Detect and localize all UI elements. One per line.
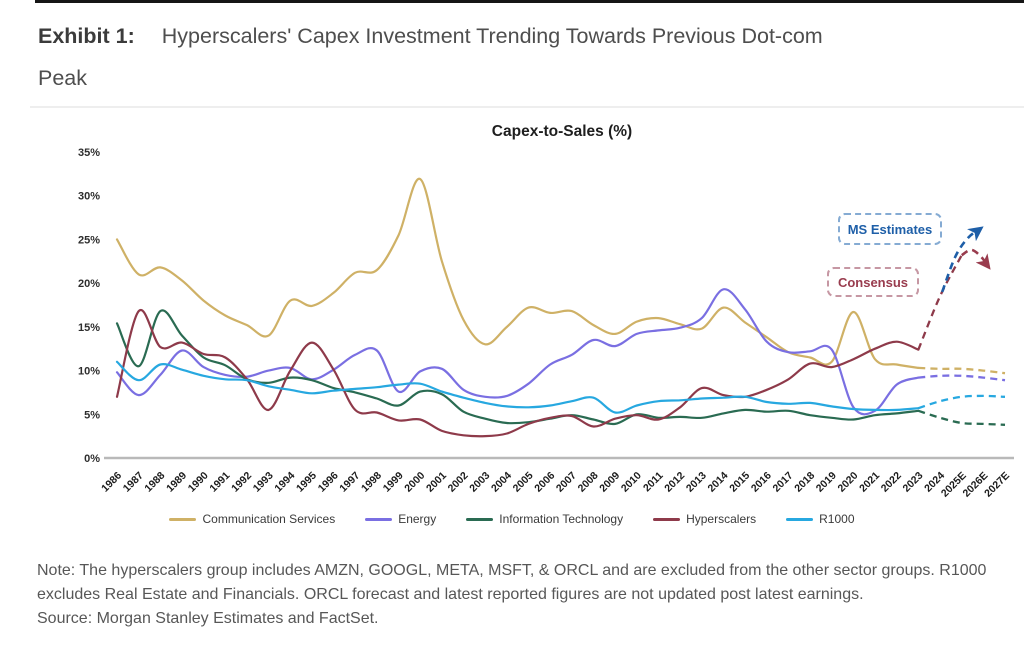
ms-estimates-callout: MS Estimates	[838, 213, 942, 245]
x-tick-label: 1988	[142, 470, 167, 495]
legend-label-information-technology: Information Technology	[499, 512, 624, 526]
y-tick-label: 5%	[84, 409, 100, 421]
exhibit-label: Exhibit 1:	[38, 24, 135, 48]
x-tick-label: 2007	[554, 470, 579, 495]
x-tick-label: 2018	[792, 470, 817, 495]
consensus-arrow	[960, 248, 991, 270]
x-tick-label: 2009	[597, 470, 622, 495]
x-tick-label: 2006	[532, 470, 557, 495]
legend-swatch-hyperscalers	[653, 517, 681, 521]
legend-swatch-communication-services	[169, 517, 197, 521]
legend-label-communication-services: Communication Services	[202, 512, 336, 526]
x-tick-label: 2002	[446, 470, 471, 495]
x-tick-label: 2012	[662, 470, 687, 495]
legend-label-hyperscalers: Hyperscalers	[686, 512, 757, 526]
x-tick-label: 2017	[771, 470, 796, 495]
legend-item-information-technology: Information Technology	[466, 512, 623, 526]
x-tick-label: 2015	[727, 470, 752, 495]
y-tick-label: 30%	[78, 191, 100, 203]
x-tick-label: 1997	[337, 470, 362, 495]
y-tick-label: 15%	[78, 322, 100, 334]
x-tick-label: 2027E	[982, 470, 1012, 500]
x-tick-label: 2005	[511, 470, 536, 495]
legend-item-r1000: R1000	[786, 512, 855, 526]
x-tick-label: 1990	[186, 470, 211, 495]
consensus-callout-label: Consensus	[837, 274, 909, 290]
ms-estimates-callout-label: MS Estimates	[847, 221, 933, 237]
legend-item-energy: Energy	[365, 512, 436, 526]
capex-to-sales-chart: 0%5%10%15%20%25%30%35%198619871988198919…	[78, 147, 1014, 500]
chart-legend: Communication Services Energy Information …	[0, 512, 1024, 526]
x-tick-label: 2003	[467, 470, 492, 495]
source-text: Source: Morgan Stanley Estimates and Fac…	[37, 610, 379, 627]
legend-item-communication-services: Communication Services	[169, 512, 335, 526]
x-tick-label: 2013	[684, 470, 709, 495]
y-tick-label: 10%	[78, 366, 100, 378]
x-tick-label: 2021	[857, 470, 882, 495]
y-tick-label: 0%	[84, 453, 100, 465]
legend-item-hyperscalers: Hyperscalers	[653, 512, 756, 526]
y-tick-label: 20%	[78, 278, 100, 290]
x-tick-label: 2010	[619, 470, 644, 495]
x-tick-label: 1989	[164, 470, 189, 495]
legend-label-r1000: R1000	[819, 512, 855, 526]
x-tick-label: 1998	[359, 470, 384, 495]
x-tick-label: 1996	[316, 470, 341, 495]
y-tick-label: 35%	[78, 147, 100, 159]
x-tick-label: 1993	[251, 470, 276, 495]
x-tick-label: 2020	[836, 470, 861, 495]
series-line-energy	[115, 288, 920, 416]
x-tick-label: 1994	[272, 470, 297, 495]
x-tick-label: 2014	[706, 470, 731, 495]
top-border-line	[35, 0, 1024, 3]
legend-label-energy: Energy	[398, 512, 437, 526]
x-tick-label: 2008	[576, 470, 601, 495]
series-line-communication-services-forecast	[918, 366, 1006, 375]
series-line-hyperscalers-forecast	[917, 254, 963, 351]
x-tick-label: 2011	[641, 470, 666, 495]
x-tick-label: 2019	[814, 470, 839, 495]
exhibit-title: Exhibit 1: Hyperscalers' Capex Investment…	[38, 16, 990, 100]
x-tick-label: 1995	[294, 470, 319, 495]
consensus-callout: Consensus	[827, 267, 919, 297]
chart-title: Capex-to-Sales (%)	[491, 123, 633, 140]
x-tick-label: 1999	[381, 470, 406, 495]
note-text: Note: The hyperscalers group includes AM…	[37, 562, 987, 603]
x-tick-label: 1991	[207, 470, 232, 495]
x-tick-label: 2016	[749, 470, 774, 495]
chart-top-divider	[30, 106, 1024, 108]
series-line-r1000-forecast	[918, 394, 1006, 410]
exhibit-title-line1: Hyperscalers' Capex Investment Trending …	[161, 24, 823, 48]
x-tick-label: 1986	[99, 470, 124, 495]
x-tick-label: 1992	[229, 470, 254, 495]
x-tick-label: 2004	[489, 470, 514, 495]
legend-swatch-information-technology	[466, 517, 494, 521]
y-tick-label: 25%	[78, 234, 100, 246]
x-tick-label: 1987	[121, 470, 146, 495]
series-line-communication-services	[115, 177, 920, 369]
x-tick-label: 2001	[424, 470, 449, 495]
legend-swatch-r1000	[786, 517, 814, 521]
series-line-information-technology-forecast	[918, 409, 1006, 426]
ms-estimates-arrow	[940, 226, 984, 293]
x-tick-label: 2022	[879, 470, 904, 495]
legend-swatch-energy	[365, 517, 393, 521]
x-tick-label: 2000	[402, 470, 427, 495]
exhibit-title-line2: Peak	[38, 65, 88, 90]
series-line-r1000	[115, 360, 920, 414]
x-tick-label: 2023	[901, 470, 926, 495]
series-line-energy-forecast	[918, 374, 1006, 382]
